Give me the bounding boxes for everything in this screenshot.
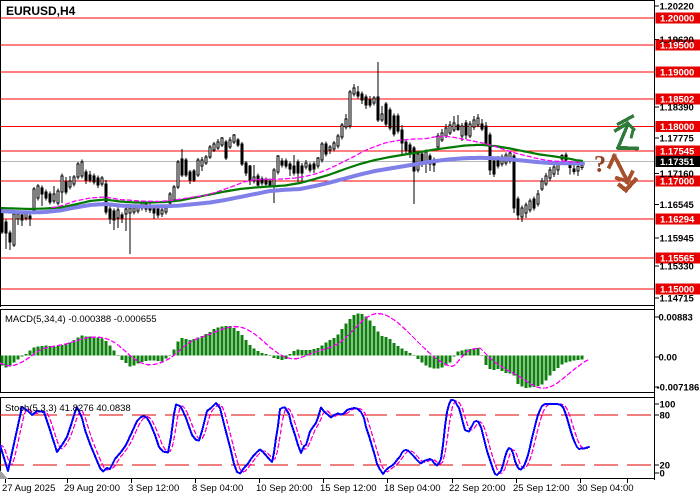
svg-text:0: 0 — [660, 469, 665, 480]
svg-text:18 Sep 04:00: 18 Sep 04:00 — [384, 483, 441, 494]
svg-text:15 Sep 12:00: 15 Sep 12:00 — [320, 483, 377, 494]
svg-text:27 Aug 2025: 27 Aug 2025 — [2, 483, 55, 494]
svg-text:1.17000: 1.17000 — [660, 177, 694, 188]
svg-text:1.17160: 1.17160 — [660, 169, 694, 180]
svg-text:1.18000: 1.18000 — [660, 122, 694, 133]
svg-text:1.17351: 1.17351 — [660, 157, 695, 168]
svg-text:-0.007186: -0.007186 — [657, 383, 700, 394]
svg-text:1.16294: 1.16294 — [660, 215, 695, 226]
svg-text:1.19620: 1.19620 — [660, 35, 694, 46]
svg-text:1.18502: 1.18502 — [660, 95, 694, 106]
svg-text:EURUSD,H4: EURUSD,H4 — [6, 4, 76, 18]
svg-text:1.15945: 1.15945 — [660, 234, 695, 245]
svg-text:1.16545: 1.16545 — [660, 200, 695, 211]
svg-text:80: 80 — [660, 411, 671, 422]
svg-text:1.18390: 1.18390 — [660, 103, 694, 114]
svg-text:29 Aug 20:00: 29 Aug 20:00 — [64, 483, 120, 494]
svg-text:1.19000: 1.19000 — [660, 68, 694, 79]
svg-text:1.20000: 1.20000 — [660, 14, 694, 25]
svg-text:25 Sep 12:00: 25 Sep 12:00 — [513, 483, 570, 494]
svg-text:Stoch(5,3,3) 41.8276 40.0838: Stoch(5,3,3) 41.8276 40.0838 — [5, 403, 131, 414]
svg-text:22 Sep 20:00: 22 Sep 20:00 — [449, 483, 506, 494]
svg-text:1.15565: 1.15565 — [660, 254, 695, 265]
svg-text:1.14715: 1.14715 — [660, 294, 695, 305]
svg-text:MACD(5,34,4) -0.000388 -0.0006: MACD(5,34,4) -0.000388 -0.000655 — [5, 314, 157, 325]
svg-text:8 Sep 04:00: 8 Sep 04:00 — [192, 483, 243, 494]
svg-text:0.00883: 0.00883 — [659, 313, 693, 324]
svg-text:1.20220: 1.20220 — [660, 2, 694, 13]
svg-text:10 Sep 20:00: 10 Sep 20:00 — [256, 483, 313, 494]
svg-text:1.17775: 1.17775 — [660, 134, 695, 145]
svg-text:1.15330: 1.15330 — [660, 262, 694, 273]
svg-text:1.19500: 1.19500 — [660, 41, 694, 52]
svg-text:100: 100 — [660, 400, 676, 411]
svg-text:1.17545: 1.17545 — [660, 147, 695, 158]
svg-text:0.00: 0.00 — [659, 353, 678, 364]
svg-text:1.15000: 1.15000 — [660, 285, 694, 296]
svg-text:30 Sep 04:00: 30 Sep 04:00 — [577, 483, 634, 494]
svg-text:3 Sep 12:00: 3 Sep 12:00 — [128, 483, 179, 494]
svg-text:?: ? — [594, 152, 606, 178]
svg-text:20: 20 — [660, 461, 671, 472]
